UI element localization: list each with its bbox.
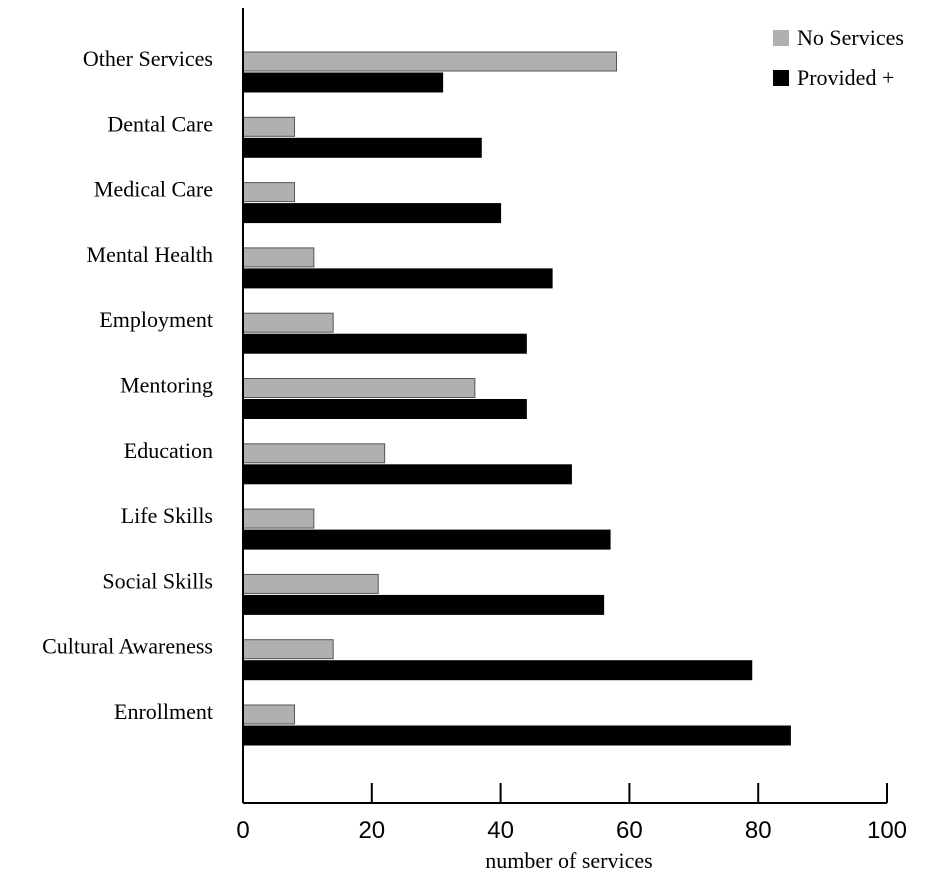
bars-layer	[242, 51, 791, 746]
category-label: Employment	[99, 307, 213, 332]
bar-provided-enrollment	[242, 725, 791, 746]
category-label: Enrollment	[114, 699, 213, 724]
category-label: Cultural Awareness	[42, 634, 213, 659]
x-tick-label: 40	[487, 817, 514, 844]
bar-no-services-life-skills	[242, 508, 315, 529]
category-label: Mental Health	[87, 242, 213, 267]
x-tick-label: 100	[867, 817, 907, 844]
bar-no-services-other-services	[242, 51, 618, 72]
bar-provided-medical-care	[242, 203, 502, 224]
bar-provided-employment	[242, 333, 527, 354]
bar-no-services-mental-health	[242, 247, 315, 268]
category-labels: Other Services Dental Care Medical Care Men…	[42, 46, 213, 724]
bar-provided-cultural-awareness	[242, 660, 753, 681]
bar-provided-mentoring	[242, 399, 527, 419]
category-label: Dental Care	[107, 111, 213, 136]
bar-provided-mental-health	[242, 268, 553, 289]
bar-no-services-employment	[242, 312, 334, 333]
bar-no-services-dental-care	[242, 116, 296, 137]
category-label: Social Skills	[102, 568, 213, 593]
bar-provided-social-skills	[242, 594, 605, 615]
x-tick-label: 60	[616, 817, 643, 844]
bar-provided-other-services	[242, 72, 444, 93]
x-tick-label: 20	[358, 817, 385, 844]
bar-no-services-social-skills	[242, 573, 379, 594]
bar-provided-education	[242, 464, 572, 485]
legend-label: Provided +	[797, 65, 894, 90]
x-tick-label: 0	[236, 817, 249, 844]
legend: No Services Provided +	[773, 25, 904, 90]
category-label: Life Skills	[121, 503, 213, 528]
category-label: Education	[124, 438, 213, 463]
x-axis-title: number of services	[485, 848, 652, 873]
category-label: Medical Care	[94, 177, 213, 202]
legend-label: No Services	[797, 25, 904, 50]
x-tick-label: 80	[745, 817, 772, 844]
legend-swatch	[773, 70, 789, 86]
category-label: Other Services	[83, 46, 213, 71]
legend-swatch	[773, 30, 789, 46]
category-label: Mentoring	[120, 373, 213, 398]
bar-no-services-mentoring	[242, 378, 476, 398]
bar-no-services-education	[242, 443, 386, 464]
bar-no-services-cultural-awareness	[242, 639, 334, 660]
x-ticks: 0 20 40 60 80 100	[236, 783, 907, 844]
bar-no-services-medical-care	[242, 182, 296, 203]
bar-no-services-enrollment	[242, 704, 296, 725]
bar-provided-life-skills	[242, 529, 611, 550]
bar-provided-dental-care	[242, 137, 482, 158]
